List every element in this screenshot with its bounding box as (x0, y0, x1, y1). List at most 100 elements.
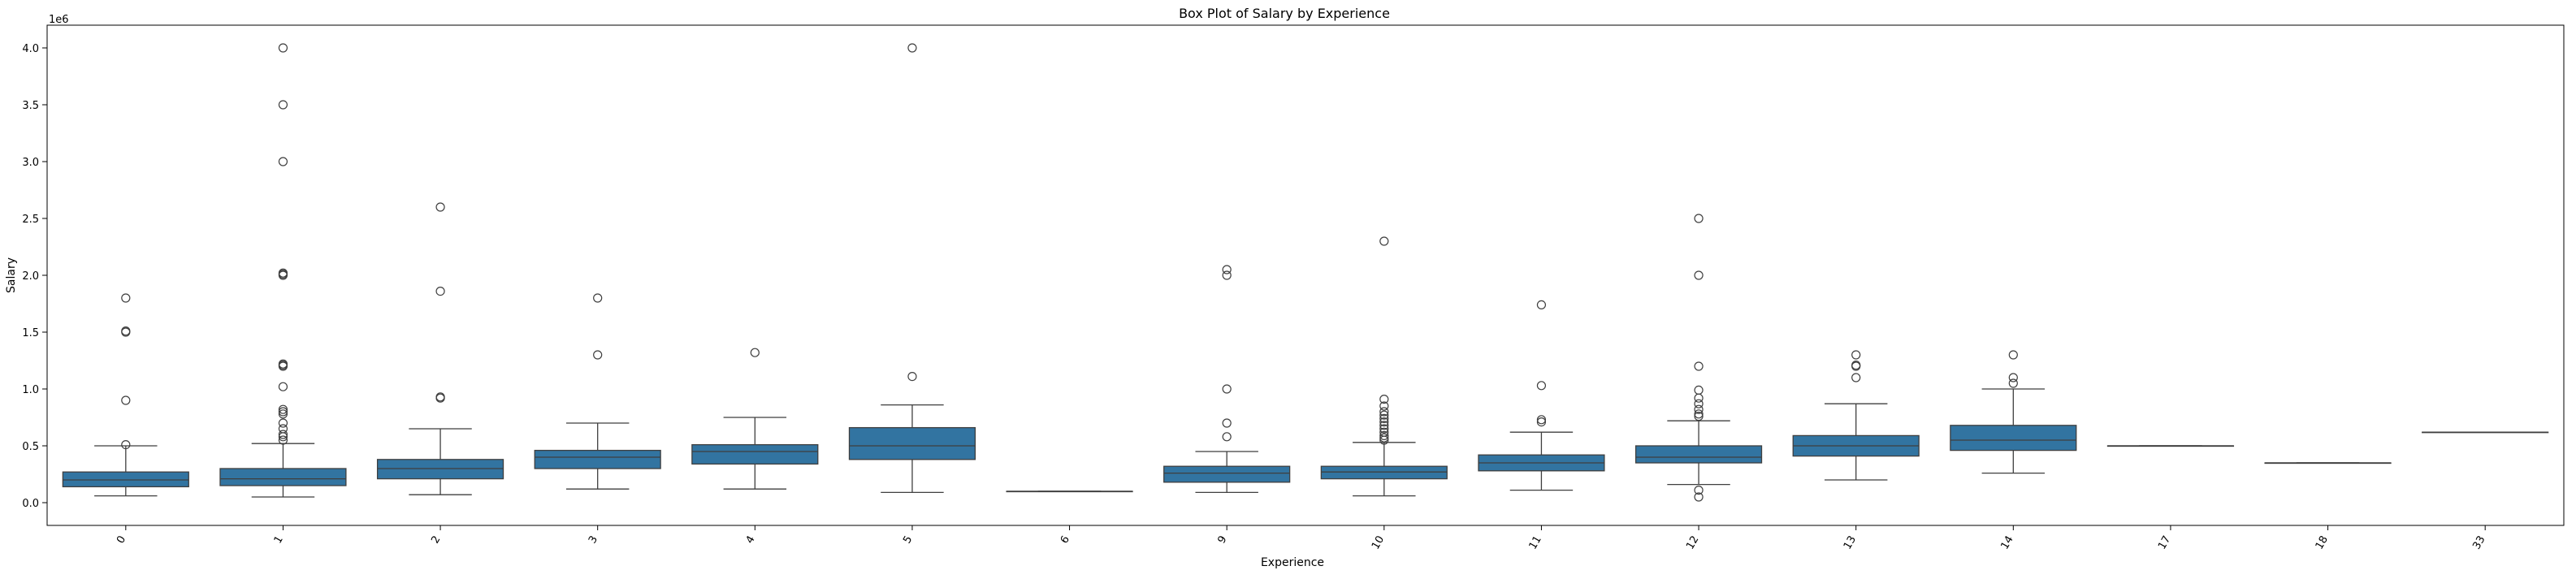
box-group (1634, 214, 1763, 502)
outlier-point (121, 439, 131, 450)
outlier-point (1536, 381, 1547, 391)
outlier-point (1694, 399, 1704, 408)
y-tick-label: 4.0 (22, 43, 39, 55)
x-tick-label: 6 (1059, 534, 1072, 547)
box-group (1006, 490, 1133, 493)
box-group (2106, 445, 2235, 447)
outlier-point (1379, 407, 1389, 417)
y-tick-label: 2.5 (22, 214, 39, 226)
outlier-point (1222, 384, 1232, 394)
box-group (2422, 431, 2549, 434)
box-group (2264, 462, 2392, 464)
y-tick-label: 1.5 (22, 327, 39, 339)
outlier-point (278, 100, 288, 110)
outlier-point (593, 350, 603, 360)
outlier-point (1536, 415, 1547, 425)
x-tick-label: 13 (1842, 534, 1859, 552)
outlier-point (435, 392, 445, 402)
outlier-point (278, 268, 288, 278)
outlier-point (121, 326, 131, 336)
y-tick-label: 3.0 (22, 157, 39, 169)
outlier-point (2008, 373, 2018, 382)
outlier-point (1694, 411, 1704, 421)
outlier-point (1851, 361, 1861, 370)
y-tick-label: 0.5 (22, 441, 39, 453)
x-tick-label: 17 (2156, 534, 2173, 552)
outlier-point (750, 348, 760, 357)
plot-frame (46, 24, 2565, 526)
outlier-point (1851, 350, 1861, 360)
x-tick-label: 2 (429, 534, 443, 547)
y-axis-offset-label: 1e6 (49, 14, 69, 26)
x-tick-label: 0 (115, 534, 128, 547)
box-iqr (848, 426, 976, 460)
x-tick-label: 9 (1216, 534, 1230, 547)
outlier-point (1222, 265, 1232, 274)
box-iqr (691, 443, 819, 465)
box-group (62, 293, 189, 497)
box-group (1320, 236, 1448, 497)
outlier-point (1379, 410, 1389, 420)
outlier-point (1694, 270, 1704, 280)
outlier-point (278, 409, 288, 419)
x-tick-label: 5 (901, 534, 915, 547)
x-tick-label: 4 (744, 534, 758, 547)
outlier-point (1536, 300, 1547, 309)
outlier-point (1694, 393, 1704, 403)
y-axis-label: Salary (5, 257, 18, 293)
outlier-point (1694, 385, 1704, 395)
outlier-point (1379, 430, 1389, 441)
box-iqr (1634, 445, 1763, 464)
y-tick-label: 2.0 (22, 270, 39, 283)
x-tick-label: 11 (1527, 534, 1544, 552)
outlier-point (278, 359, 288, 369)
outlier-point (1379, 401, 1389, 411)
outlier-point (1694, 361, 1704, 371)
x-tick-label: 33 (2470, 534, 2487, 552)
box-group (376, 202, 504, 495)
outlier-point (121, 395, 131, 405)
outlier-point (278, 418, 288, 428)
box-iqr (376, 459, 504, 480)
outlier-point (1851, 373, 1861, 382)
outlier-point (1222, 270, 1232, 280)
box-iqr (219, 468, 347, 486)
x-tick-label: 18 (2314, 534, 2331, 552)
y-tick-label: 1.0 (22, 384, 39, 396)
outlier-point (1379, 413, 1389, 424)
outlier-point (278, 157, 288, 166)
x-tick-label: 10 (1370, 534, 1387, 552)
outlier-point (1379, 395, 1389, 404)
box-iqr (1950, 425, 2077, 452)
outlier-point (1536, 417, 1547, 427)
box-group (1950, 350, 2077, 474)
outlier-point (1694, 404, 1704, 414)
y-tick-label: 3.5 (22, 100, 39, 112)
x-axis-label: Experience (1261, 556, 1324, 569)
box-iqr (62, 471, 189, 488)
boxes-layer (62, 43, 2549, 502)
chart-title: Box Plot of Salary by Experience (1179, 6, 1390, 21)
outlier-point (278, 424, 288, 434)
box-group (1163, 265, 1291, 494)
outlier-point (1694, 214, 1704, 223)
box-iqr (1320, 465, 1448, 480)
outlier-point (2008, 350, 2018, 360)
outlier-point (1379, 427, 1389, 437)
box-group (691, 348, 819, 490)
y-tick-label: 0.0 (22, 498, 39, 510)
x-tick-label: 14 (1999, 534, 2016, 552)
x-tick-label: 12 (1684, 534, 1701, 552)
outlier-point (1379, 433, 1389, 443)
box-iqr (1163, 465, 1291, 483)
outlier-point (1694, 492, 1704, 502)
outlier-point (278, 382, 288, 391)
outlier-point (1379, 417, 1389, 427)
outlier-point (1222, 418, 1232, 428)
outlier-point (907, 372, 917, 382)
outlier-point (278, 43, 288, 53)
outlier-point (1379, 421, 1389, 430)
outlier-point (593, 293, 603, 303)
